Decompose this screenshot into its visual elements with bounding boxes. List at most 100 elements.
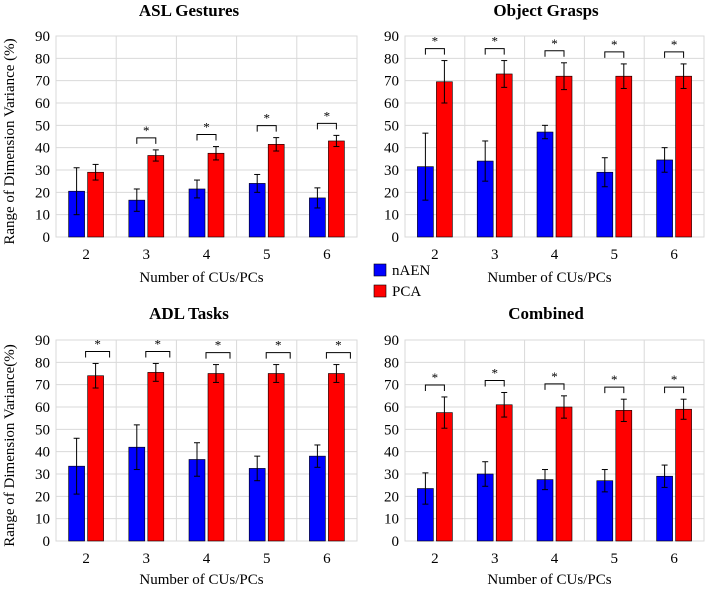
plot-frame bbox=[404, 339, 705, 542]
significance-bracket-2 bbox=[424, 48, 445, 55]
bar-naen-4 bbox=[536, 131, 554, 238]
x-axis-label: Number of CUs/PCs bbox=[487, 572, 611, 588]
y-tick-label: 90 bbox=[384, 29, 399, 45]
y-tick-label: 10 bbox=[384, 512, 399, 528]
y-tick-label: 30 bbox=[384, 467, 399, 483]
bar-pca-6 bbox=[675, 75, 692, 238]
y-tick-label: 0 bbox=[43, 534, 51, 550]
x-tick-label-6: 6 bbox=[323, 247, 331, 263]
significance-star-6: * bbox=[671, 37, 678, 52]
bar-pca-5 bbox=[267, 144, 285, 238]
x-tick-label-3: 3 bbox=[143, 551, 151, 567]
significance-bracket-5 bbox=[604, 386, 625, 394]
bar-pca-3 bbox=[147, 372, 165, 542]
significance-bracket-5 bbox=[604, 51, 625, 58]
significance-bracket-4 bbox=[196, 134, 217, 141]
y-tick-label: 50 bbox=[35, 422, 50, 438]
y-tick-label: 10 bbox=[35, 512, 50, 528]
bar-pca-3 bbox=[495, 404, 513, 542]
x-axis-label: Number of CUs/PCs bbox=[139, 572, 263, 588]
bar-pca-4 bbox=[207, 152, 225, 238]
bar-pca-2 bbox=[436, 412, 453, 542]
bar-pca-4 bbox=[555, 75, 573, 238]
x-tick-label-2: 2 bbox=[82, 551, 90, 567]
y-tick-label: 50 bbox=[35, 118, 50, 134]
bar-pca-6 bbox=[328, 140, 345, 238]
bar-pca-5 bbox=[267, 373, 285, 542]
significance-bracket-3 bbox=[484, 379, 505, 387]
y-tick-label: 0 bbox=[392, 230, 400, 246]
x-tick-label-5: 5 bbox=[263, 247, 271, 263]
significance-bracket-3 bbox=[484, 48, 505, 55]
significance-bracket-4 bbox=[544, 383, 565, 390]
bar-pca-3 bbox=[495, 73, 513, 238]
significance-bracket-5 bbox=[256, 125, 277, 132]
chart-panel-4: 0 10 20 30 40 50 60 70 80 90 2 * 3 * 4 * 5 * 6 * Combined Num… bbox=[384, 304, 705, 588]
significance-star-3: * bbox=[143, 123, 150, 138]
y-tick-label: 90 bbox=[384, 333, 399, 349]
bar-naen-6 bbox=[309, 455, 326, 542]
y-tick-label: 70 bbox=[384, 378, 399, 394]
y-tick-label: 80 bbox=[384, 51, 399, 67]
y-tick-label: 0 bbox=[392, 534, 400, 550]
significance-bracket-6 bbox=[316, 122, 337, 130]
y-tick-label: 90 bbox=[35, 333, 50, 349]
y-tick-label: 60 bbox=[384, 400, 399, 416]
bar-pca-5 bbox=[615, 410, 633, 542]
chart-panel-1: 0 10 20 30 40 50 60 70 80 90 2 3 * 4 * 5 * 6 * ASL Gestures… bbox=[2, 1, 358, 286]
x-tick-label-4: 4 bbox=[551, 247, 559, 263]
y-tick-label: 80 bbox=[35, 51, 50, 67]
significance-star-5: * bbox=[611, 372, 618, 387]
y-tick-label: 60 bbox=[35, 400, 50, 416]
y-tick-label: 0 bbox=[43, 230, 51, 246]
y-tick-label: 60 bbox=[384, 96, 399, 112]
significance-bracket-3 bbox=[136, 137, 157, 144]
significance-bracket-6 bbox=[664, 386, 685, 394]
significance-star-4: * bbox=[203, 120, 210, 135]
bar-pca-2 bbox=[87, 375, 104, 542]
legend-swatch-pca bbox=[373, 284, 387, 298]
y-tick-label: 50 bbox=[384, 118, 399, 134]
x-tick-label-5: 5 bbox=[611, 551, 619, 567]
y-tick-label: 50 bbox=[384, 422, 399, 438]
significance-bracket-6 bbox=[325, 352, 351, 359]
plot-frame bbox=[55, 339, 358, 542]
y-tick-label: 20 bbox=[384, 185, 399, 201]
plot-frame bbox=[55, 35, 358, 238]
significance-star-3: * bbox=[491, 34, 498, 49]
legend-label-pca: PCA bbox=[392, 284, 421, 300]
significance-star-6: * bbox=[324, 108, 331, 123]
significance-star-5: * bbox=[263, 111, 270, 126]
legend-swatch-naen bbox=[373, 263, 387, 277]
x-tick-label-2: 2 bbox=[82, 247, 90, 263]
y-axis-label: Range of Dimension Variance (%) bbox=[2, 38, 18, 244]
x-tick-label-4: 4 bbox=[551, 551, 559, 567]
significance-bracket-5 bbox=[265, 352, 291, 359]
x-tick-label-4: 4 bbox=[203, 247, 211, 263]
y-tick-label: 40 bbox=[35, 141, 50, 157]
significance-bracket-6 bbox=[664, 51, 685, 58]
y-tick-label: 30 bbox=[35, 163, 50, 179]
bar-pca-4 bbox=[207, 373, 225, 542]
y-tick-label: 80 bbox=[35, 355, 50, 371]
x-tick-label-5: 5 bbox=[611, 247, 619, 263]
y-tick-label: 90 bbox=[35, 29, 50, 45]
significance-bracket-2 bbox=[85, 350, 111, 358]
x-tick-label-3: 3 bbox=[143, 247, 151, 263]
chart-title: ASL Gestures bbox=[139, 1, 240, 20]
x-tick-label-6: 6 bbox=[323, 551, 331, 567]
legend: nAEN PCA bbox=[373, 263, 430, 300]
y-tick-label: 30 bbox=[384, 163, 399, 179]
x-tick-label-2: 2 bbox=[431, 247, 439, 263]
bar-pca-2 bbox=[87, 171, 104, 238]
significance-star-6: * bbox=[671, 372, 678, 387]
legend-label-naen: nAEN bbox=[392, 263, 430, 279]
significance-star-5: * bbox=[611, 37, 618, 52]
significance-star-4: * bbox=[551, 369, 558, 384]
y-tick-label: 40 bbox=[35, 445, 50, 461]
y-tick-label: 80 bbox=[384, 355, 399, 371]
bar-pca-2 bbox=[436, 81, 453, 238]
x-tick-label-3: 3 bbox=[491, 247, 499, 263]
